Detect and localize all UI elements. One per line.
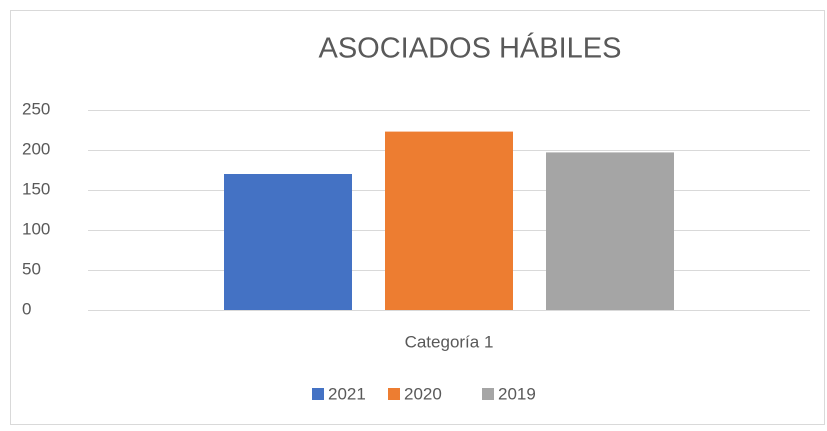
legend-label: 2021 (328, 384, 366, 403)
y-tick-label: 100 (22, 219, 50, 238)
legend-swatch (312, 388, 324, 400)
y-tick-label: 250 (22, 99, 50, 118)
legend-label: 2019 (498, 384, 536, 403)
y-tick-label: 50 (22, 259, 41, 278)
bar (224, 174, 352, 310)
x-tick-label: Categoría 1 (405, 332, 494, 351)
y-tick-label: 0 (22, 299, 31, 318)
y-tick-label: 200 (22, 139, 50, 158)
bar (546, 152, 674, 310)
legend-label: 2020 (404, 384, 442, 403)
bar (385, 131, 513, 310)
legend-swatch (482, 388, 494, 400)
chart-title: ASOCIADOS HÁBILES (319, 32, 622, 65)
y-tick-label: 150 (22, 179, 50, 198)
legend-swatch (388, 388, 400, 400)
